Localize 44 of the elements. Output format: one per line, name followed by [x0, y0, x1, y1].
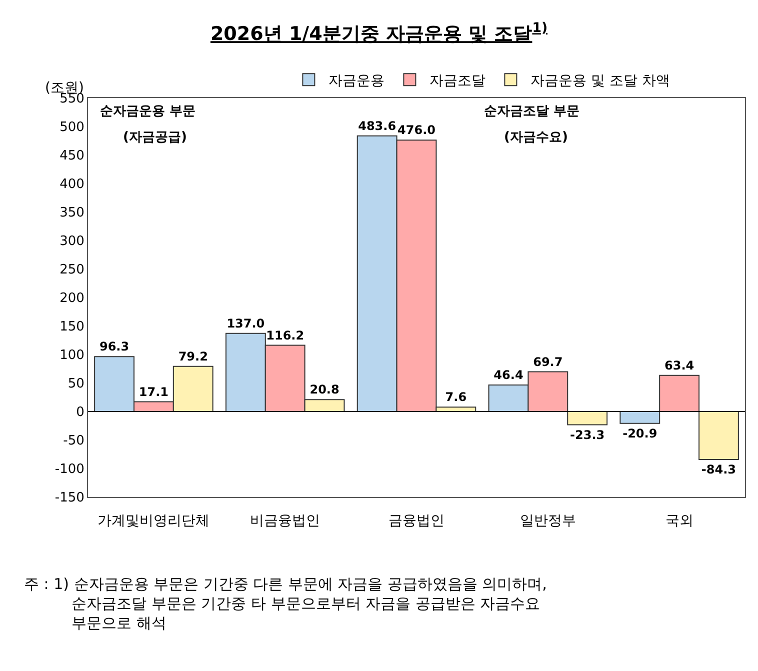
- data-label: 17.1: [138, 384, 169, 399]
- y-tick-label: 300: [60, 234, 84, 250]
- y-tick-label: -150: [54, 490, 84, 506]
- x-tick-label: 일반정부: [520, 512, 576, 529]
- y-tick-label: 50: [68, 376, 84, 392]
- data-label: 46.4: [494, 368, 524, 382]
- data-label: 116.2: [266, 328, 304, 342]
- x-tick-label: 금융법인: [388, 512, 444, 529]
- annotation: 순자금조달 부문: [484, 104, 580, 119]
- data-label: -84.3: [701, 462, 736, 477]
- y-tick-label: 350: [60, 206, 84, 221]
- annotation: (자금수요): [504, 130, 568, 145]
- y-tick-label: 150: [60, 320, 84, 335]
- data-label: -20.9: [622, 426, 658, 440]
- chart-title: 2026년 1/4분기중 자금운용 및 조달$^{1)}$: [210, 21, 548, 46]
- x-tick-label: 비금융법인: [250, 512, 320, 529]
- data-label: 137.0: [226, 316, 265, 330]
- y-tick-label: -100: [54, 462, 84, 478]
- data-label: 476.0: [398, 123, 436, 138]
- data-label: 20.8: [310, 382, 340, 397]
- data-label: 7.6: [445, 390, 467, 404]
- x-tick-label: 국외: [665, 512, 694, 529]
- y-tick-label: 550: [60, 92, 84, 107]
- data-label: 79.2: [178, 349, 208, 364]
- data-label: -23.3: [570, 428, 605, 442]
- x-tick-label: 가계및비영리단체: [98, 512, 210, 529]
- data-label: 63.4: [664, 358, 694, 372]
- legend-label: 자금운용: [328, 73, 385, 90]
- data-label: 96.3: [99, 340, 130, 354]
- text: 주 : 1) 순자금운용 부문은 기간중 다른 부문에 자금을 공급하였음을 의미하며, 순자금조달 부문은 기간중 타 부문으로부터 자금을 공급받은 자금수요 부문으로 해석: [24, 575, 547, 632]
- y-tick-label: 500: [60, 120, 84, 136]
- y-tick-label: 200: [60, 291, 84, 306]
- data-label: 69.7: [533, 354, 563, 369]
- annotation: 순자금운용 부문: [100, 104, 196, 119]
- y-tick-label: 400: [60, 177, 84, 192]
- legend-label: 자금운용 및 조달 차액: [530, 73, 670, 90]
- y-tick-label: 450: [60, 148, 84, 164]
- data-label: 483.6: [358, 118, 396, 133]
- annotation: (자금공급): [123, 130, 187, 145]
- legend-label: 자금조달: [430, 73, 486, 90]
- y-tick-label: 250: [60, 262, 84, 278]
- y-tick-label: 100: [60, 348, 84, 364]
- y-tick-label: -50: [63, 434, 84, 449]
- y-tick-label: 0: [76, 405, 84, 420]
